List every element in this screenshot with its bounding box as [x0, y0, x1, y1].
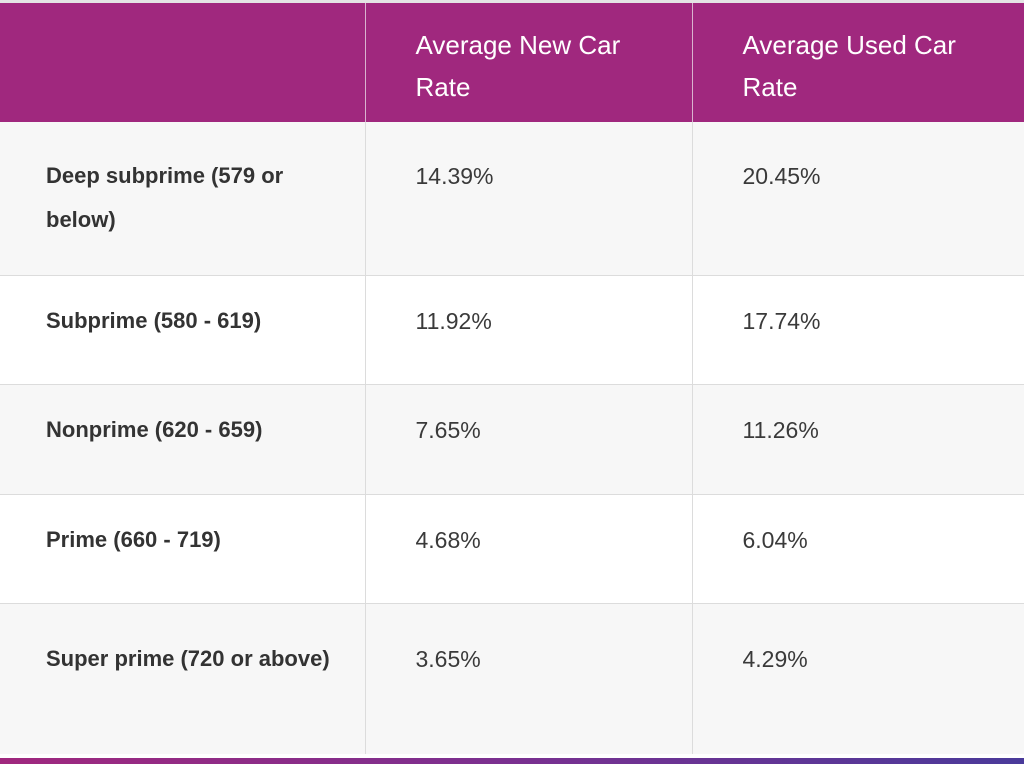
used-car-rate-cell: 4.29% [692, 603, 1024, 754]
used-car-rate-cell: 17.74% [692, 275, 1024, 385]
new-car-rate-cell: 7.65% [365, 384, 693, 495]
row-label: Prime (660 - 719) [0, 494, 366, 604]
table-body: Deep subprime (579 or below) 14.39% 20.4… [0, 122, 1024, 754]
new-car-rate-cell: 11.92% [365, 275, 693, 385]
header-cell-empty [0, 3, 366, 122]
new-car-rate-cell: 14.39% [365, 122, 693, 276]
table-row: Nonprime (620 - 659) 7.65% 11.26% [0, 384, 1024, 495]
table-row: Subprime (580 - 619) 11.92% 17.74% [0, 275, 1024, 385]
new-car-rate-cell: 3.65% [365, 603, 693, 754]
header-cell-new-car-rate: Average New Car Rate [365, 3, 693, 122]
row-label: Super prime (720 or above) [0, 603, 366, 754]
row-label: Subprime (580 - 619) [0, 275, 366, 385]
auto-loan-rate-table: Average New Car Rate Average Used Car Ra… [0, 3, 1024, 754]
header-cell-used-car-rate: Average Used Car Rate [692, 3, 1024, 122]
used-car-rate-cell: 11.26% [692, 384, 1024, 495]
bottom-accent-bar [0, 758, 1024, 764]
table-row: Deep subprime (579 or below) 14.39% 20.4… [0, 122, 1024, 276]
table-row: Prime (660 - 719) 4.68% 6.04% [0, 494, 1024, 604]
table-header: Average New Car Rate Average Used Car Ra… [0, 3, 1024, 122]
header-row: Average New Car Rate Average Used Car Ra… [0, 3, 1024, 122]
used-car-rate-cell: 20.45% [692, 122, 1024, 276]
used-car-rate-cell: 6.04% [692, 494, 1024, 604]
row-label: Nonprime (620 - 659) [0, 384, 366, 495]
new-car-rate-cell: 4.68% [365, 494, 693, 604]
row-label: Deep subprime (579 or below) [0, 122, 366, 276]
table-row: Super prime (720 or above) 3.65% 4.29% [0, 603, 1024, 754]
